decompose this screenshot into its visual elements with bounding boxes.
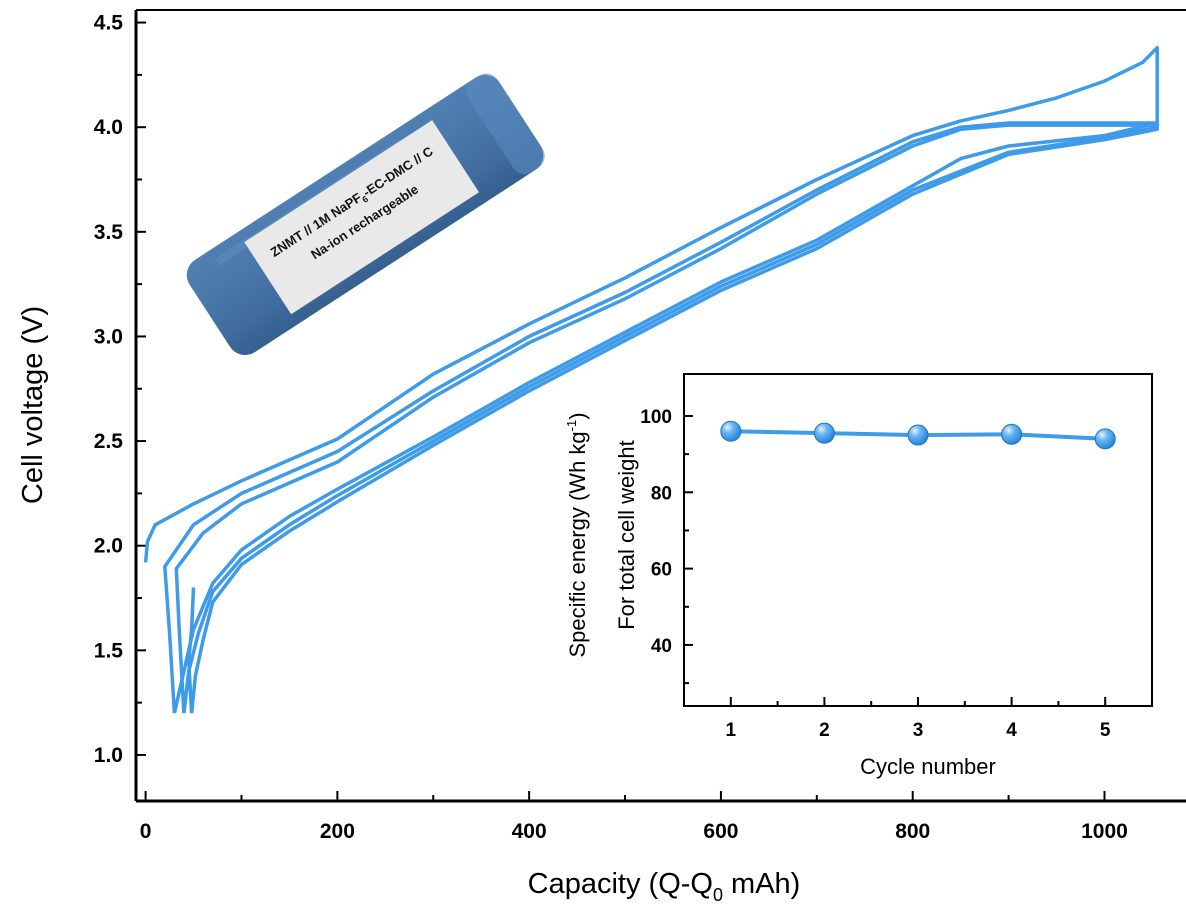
y-tick-label: 3.0 <box>94 325 123 348</box>
x-tick-label: 0 <box>140 820 152 843</box>
inset-x-tick-label: 2 <box>819 720 830 741</box>
cycle-curve-4 <box>186 587 196 714</box>
inset-point-5 <box>1094 428 1116 450</box>
y-tick-label: 1.0 <box>94 744 123 767</box>
y-tick-label: 4.5 <box>94 12 124 35</box>
x-axis-title: Capacity (Q-Q0 mAh) <box>528 868 801 905</box>
charge-discharge-curves <box>143 45 1159 714</box>
inset-x-tick-label: 3 <box>913 720 924 741</box>
y-tick-label: 4.0 <box>94 116 123 139</box>
inset-y-axis-title-line2: For total cell weight <box>614 440 639 630</box>
inset-chart: 1 2 3 4 5 40 60 80 100 Cycle number Specific en… <box>564 373 1153 779</box>
inset-point-4 <box>1001 423 1023 445</box>
inset-x-axis-title: Cycle number <box>860 754 996 779</box>
inset-y-tick-label: 100 <box>640 407 672 428</box>
battery-image: Na-ion rechargeable ZNMT // 1M NaPF6-EC-… <box>186 73 545 355</box>
inset-x-ticks: 1 2 3 4 5 <box>726 697 1111 741</box>
inset-y-ticks: 40 60 80 100 <box>640 407 693 685</box>
inset-x-tick-label: 4 <box>1006 720 1017 741</box>
x-tick-label: 200 <box>320 820 355 843</box>
inset-x-tick-label: 1 <box>726 720 737 741</box>
battery-label: Na-ion rechargeable ZNMT // 1M NaPF6-EC-… <box>244 120 479 315</box>
y-tick-label: 3.5 <box>94 221 124 244</box>
inset-point-1 <box>720 420 742 442</box>
y-tick-label: 1.5 <box>94 639 124 662</box>
inset-point-2 <box>813 422 835 444</box>
inset-y-axis-title-line1: Specific energy (Wh kg-1) <box>564 412 590 657</box>
y-ticks: 1.0 1.5 2.0 2.5 3.0 3.5 4.0 4.5 <box>94 12 146 767</box>
inset-x-tick-label: 5 <box>1100 720 1111 741</box>
y-tick-label: 2.0 <box>94 535 123 558</box>
cycle-curve-1 <box>143 45 1159 714</box>
x-ticks: 0 200 400 600 800 1000 <box>140 791 1128 843</box>
cycle-curve-3 <box>174 123 1159 714</box>
x-tick-label: 800 <box>895 820 930 843</box>
x-tick-label: 400 <box>512 820 547 843</box>
inset-points <box>720 420 1116 450</box>
y-tick-label: 2.5 <box>94 430 124 453</box>
y-axis-title: Cell voltage (V) <box>17 306 49 504</box>
inset-y-tick-label: 60 <box>651 560 672 581</box>
main-axes <box>134 9 1186 803</box>
x-tick-label: 1000 <box>1081 820 1128 843</box>
inset-point-3 <box>907 424 929 446</box>
x-tick-label: 600 <box>703 820 738 843</box>
inset-frame <box>683 373 1153 707</box>
inset-y-tick-label: 80 <box>651 483 672 504</box>
inset-y-tick-label: 40 <box>651 636 672 657</box>
